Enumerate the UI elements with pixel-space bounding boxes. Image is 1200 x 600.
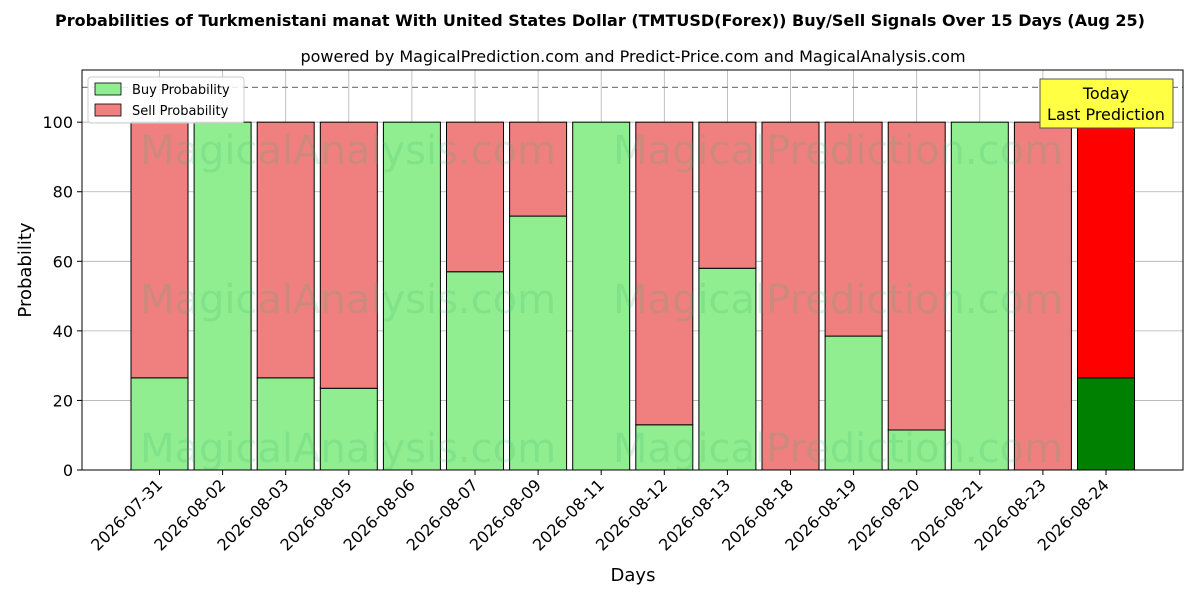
y-tick-label: 60: [53, 252, 73, 271]
watermark-text: MagicalPrediction.com: [613, 277, 1063, 323]
buy-bar: [950, 121, 1009, 471]
sell-bar: [635, 121, 694, 426]
watermark-text: MagicalAnalysis.com: [140, 277, 556, 323]
sell-bar: [319, 121, 378, 389]
sell-bar: [761, 121, 820, 471]
sell-bar: [256, 121, 315, 379]
buy-bar: [824, 335, 883, 471]
sell-bar: [1077, 121, 1135, 379]
sell-bar: [446, 121, 504, 273]
bars-layer: [130, 121, 1135, 471]
buy-bar: [319, 387, 378, 471]
buy-bar: [193, 121, 252, 471]
buy-bar: [446, 271, 504, 471]
legend-label-buy: Buy Probability: [132, 83, 230, 98]
x-axis: 2026-07-312026-08-022026-08-032026-08-05…: [87, 470, 1113, 555]
legend-box: [87, 76, 245, 124]
chart-subtitle: powered by MagicalPrediction.com and Pre…: [300, 47, 965, 66]
sell-bar: [824, 121, 883, 337]
watermark-text: MagicalAnalysis.com: [140, 426, 556, 472]
sell-bar: [1013, 121, 1072, 471]
sell-bar: [509, 121, 568, 217]
y-tick-label: 20: [53, 391, 73, 410]
buy-bar: [887, 429, 946, 471]
legend-swatch-sell: [94, 103, 122, 117]
buy-bar: [382, 121, 441, 471]
y-axis-label: Probability: [15, 222, 36, 317]
watermark-layer: MagicalAnalysis.com MagicalPrediction.com…: [140, 128, 1063, 472]
sell-bar: [698, 121, 757, 269]
plot-frame: [81, 69, 1184, 471]
annotation-line-2: Last Prediction: [1047, 105, 1165, 124]
y-tick-label: 80: [53, 183, 73, 202]
buy-bar: [698, 267, 757, 471]
today-annotation: Today Last Prediction: [1039, 78, 1174, 129]
chart-title: Probabilities of Turkmenistani manat Wit…: [55, 11, 1145, 30]
sell-bar: [130, 121, 189, 379]
y-tick-label: 0: [63, 461, 73, 480]
y-tick-label: 100: [42, 113, 73, 132]
buy-bar: [509, 215, 568, 471]
annotation-line-1: Today: [1082, 84, 1129, 103]
legend-label-sell: Sell Probability: [132, 104, 229, 119]
buy-bar: [635, 424, 694, 471]
annotation-box: [1039, 78, 1174, 129]
y-tick-label: 40: [53, 322, 73, 341]
buy-bar: [572, 121, 631, 471]
watermark-text: MagicalPrediction.com: [613, 426, 1063, 472]
legend-swatch-buy: [94, 82, 122, 96]
sell-bar: [887, 121, 946, 431]
watermark-text: MagicalPrediction.com: [613, 128, 1063, 174]
legend: Buy Probability Sell Probability: [87, 76, 245, 124]
watermark-text: MagicalAnalysis.com: [140, 128, 556, 174]
y-axis: 0 20 40 60 80 100: [42, 113, 82, 480]
buy-bar: [1077, 377, 1135, 471]
x-axis-label: Days: [611, 565, 656, 586]
